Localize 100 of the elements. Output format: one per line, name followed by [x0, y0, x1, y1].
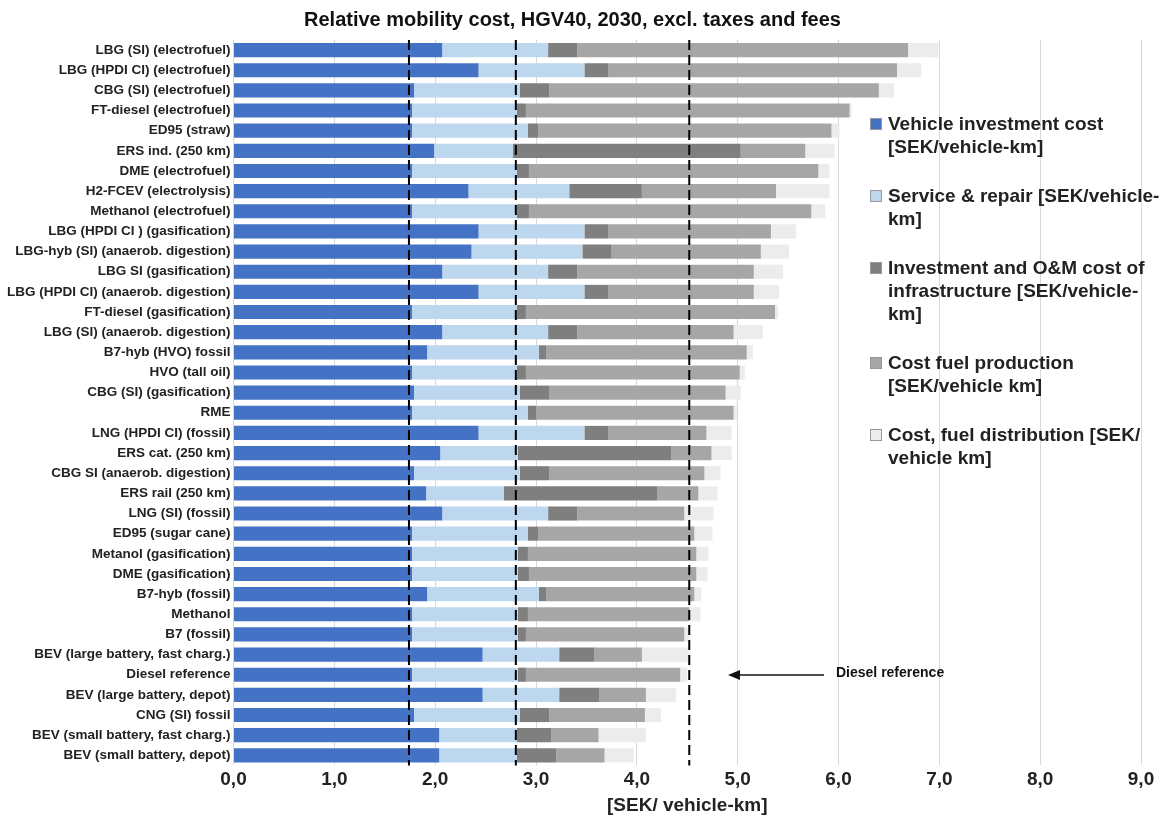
y-tick-label: LBG (SI) (electrofuel) [95, 41, 231, 57]
bar [527, 526, 539, 541]
bar [519, 83, 550, 98]
bar [582, 244, 612, 259]
bar [411, 204, 517, 219]
bar [527, 405, 536, 420]
bar [831, 123, 840, 138]
bar [517, 566, 529, 582]
bar [413, 385, 520, 400]
bar [608, 425, 707, 440]
bar [413, 466, 520, 481]
bar [556, 748, 605, 763]
bar [439, 728, 517, 743]
y-tick-label: ED95 (straw) [148, 122, 231, 138]
bar [760, 244, 790, 259]
bar [234, 687, 483, 702]
bar [482, 687, 560, 702]
bar [696, 566, 708, 582]
bar [411, 526, 528, 541]
bar [411, 607, 518, 622]
bar [696, 546, 709, 561]
bar [644, 707, 662, 723]
bar [411, 304, 517, 320]
bar [548, 264, 578, 279]
x-axis-title: [SEK/ vehicle-km] [607, 793, 768, 815]
bar [528, 163, 819, 179]
y-tick-label: B7-hyb (HVO) fossil [103, 344, 231, 360]
bar [411, 546, 518, 561]
bar [569, 184, 642, 199]
bar [577, 325, 734, 340]
legend-label: Cost fuel production [SEK/vehicle km] [888, 351, 1075, 397]
bar [849, 103, 852, 118]
y-tick-label: LBG-hyb (SI) (anaerob. digestion) [15, 243, 231, 259]
bar [478, 284, 585, 299]
y-tick-label: LNG (SI) (fossil) [128, 505, 231, 521]
chart-title: Relative mobility cost, HGV40, 2030, excl. taxes and fees [304, 7, 841, 30]
bar [519, 385, 550, 400]
y-tick-label: Methanol [171, 605, 231, 621]
bar [584, 284, 609, 299]
bar [411, 566, 518, 582]
bar [234, 204, 412, 219]
y-tick-label: FT-diesel (gasification) [84, 303, 231, 319]
bar [577, 506, 685, 521]
bar [234, 184, 469, 199]
bar [528, 204, 812, 219]
bar [645, 687, 677, 702]
bar [548, 325, 578, 340]
y-tick-label: ED95 (sugar cane) [112, 525, 231, 541]
bar [539, 587, 547, 602]
bar [516, 728, 552, 743]
bar [594, 647, 642, 662]
bar [525, 667, 681, 682]
bar [551, 728, 599, 743]
y-tick-label: H2-FCEV (electrolysis) [85, 182, 231, 198]
bar [517, 446, 672, 461]
y-tick-label: Diesel reference [126, 666, 231, 682]
bar [774, 304, 778, 320]
bar [234, 244, 472, 259]
bar [584, 425, 609, 440]
bar [234, 385, 414, 400]
bar [234, 627, 412, 642]
bar [539, 345, 547, 360]
y-tick-label: LBG (HPDI CI) (electrofuel) [58, 61, 231, 77]
bar [711, 446, 732, 461]
y-tick-label: CNG (SI) fossil [135, 706, 231, 722]
y-tick-label: BEV (large battery, fast charg.) [34, 646, 231, 662]
y-tick-label: FT-diesel (electrofuel) [90, 102, 231, 118]
bar [471, 244, 583, 259]
bar [770, 224, 797, 239]
y-tick-label: LBG (HPDI CI ) (gasification) [48, 223, 231, 239]
bar [559, 647, 595, 662]
bar [503, 486, 657, 501]
bar [608, 284, 754, 299]
bar [896, 63, 922, 78]
y-tick-label: LBG (HPDI CI) (anaerob. digestion) [6, 283, 231, 299]
y-tick-label: DME (electrofuel) [119, 162, 231, 178]
bar [234, 304, 412, 320]
bar [611, 244, 761, 259]
bar [549, 466, 705, 481]
bar [641, 184, 776, 199]
bar [234, 728, 440, 743]
y-tick-label: LBG (SI) (anaerob. digestion) [43, 323, 231, 339]
bar [411, 627, 518, 642]
legend-label: Vehicle investment cost [SEK/vehicle-km] [888, 112, 1105, 158]
y-tick-label: LBG SI (gasification) [97, 263, 231, 279]
bar [525, 627, 685, 642]
bar [740, 143, 806, 158]
bar [478, 224, 585, 239]
bar [427, 587, 540, 602]
bar [234, 425, 479, 440]
bar [528, 566, 697, 582]
bar [411, 667, 518, 682]
bar [512, 143, 741, 158]
x-tick-label: 5,0 [724, 768, 751, 790]
bar [234, 365, 412, 380]
bar [584, 63, 609, 78]
bar [559, 687, 600, 702]
bar [234, 264, 443, 279]
bar [234, 647, 483, 662]
bar [725, 385, 741, 400]
